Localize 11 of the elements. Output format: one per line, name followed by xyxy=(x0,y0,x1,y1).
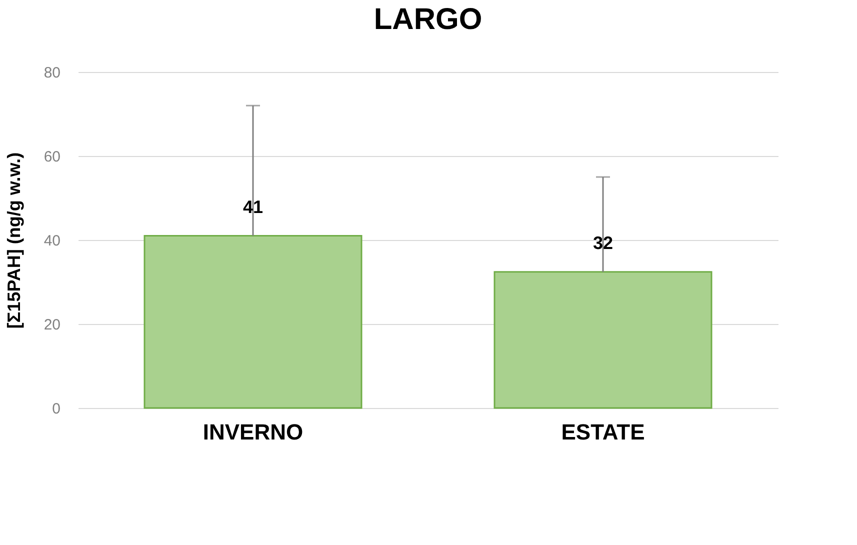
y-tick-label: 40 xyxy=(44,232,60,250)
data-label: 41 xyxy=(242,196,264,217)
y-tick-label: 80 xyxy=(44,64,60,82)
y-axis-title: [Σ15PAH] (ng/g w.w.) xyxy=(4,152,24,329)
y-tick-label: 60 xyxy=(44,148,60,166)
x-tick-label: ESTATE xyxy=(561,420,645,444)
y-tick-label: 0 xyxy=(52,400,60,418)
x-tick-label: INVERNO xyxy=(202,420,304,444)
y-tick-label: 20 xyxy=(44,316,60,334)
chart-title: LARGO xyxy=(374,3,482,36)
data-label: 32 xyxy=(592,232,614,253)
